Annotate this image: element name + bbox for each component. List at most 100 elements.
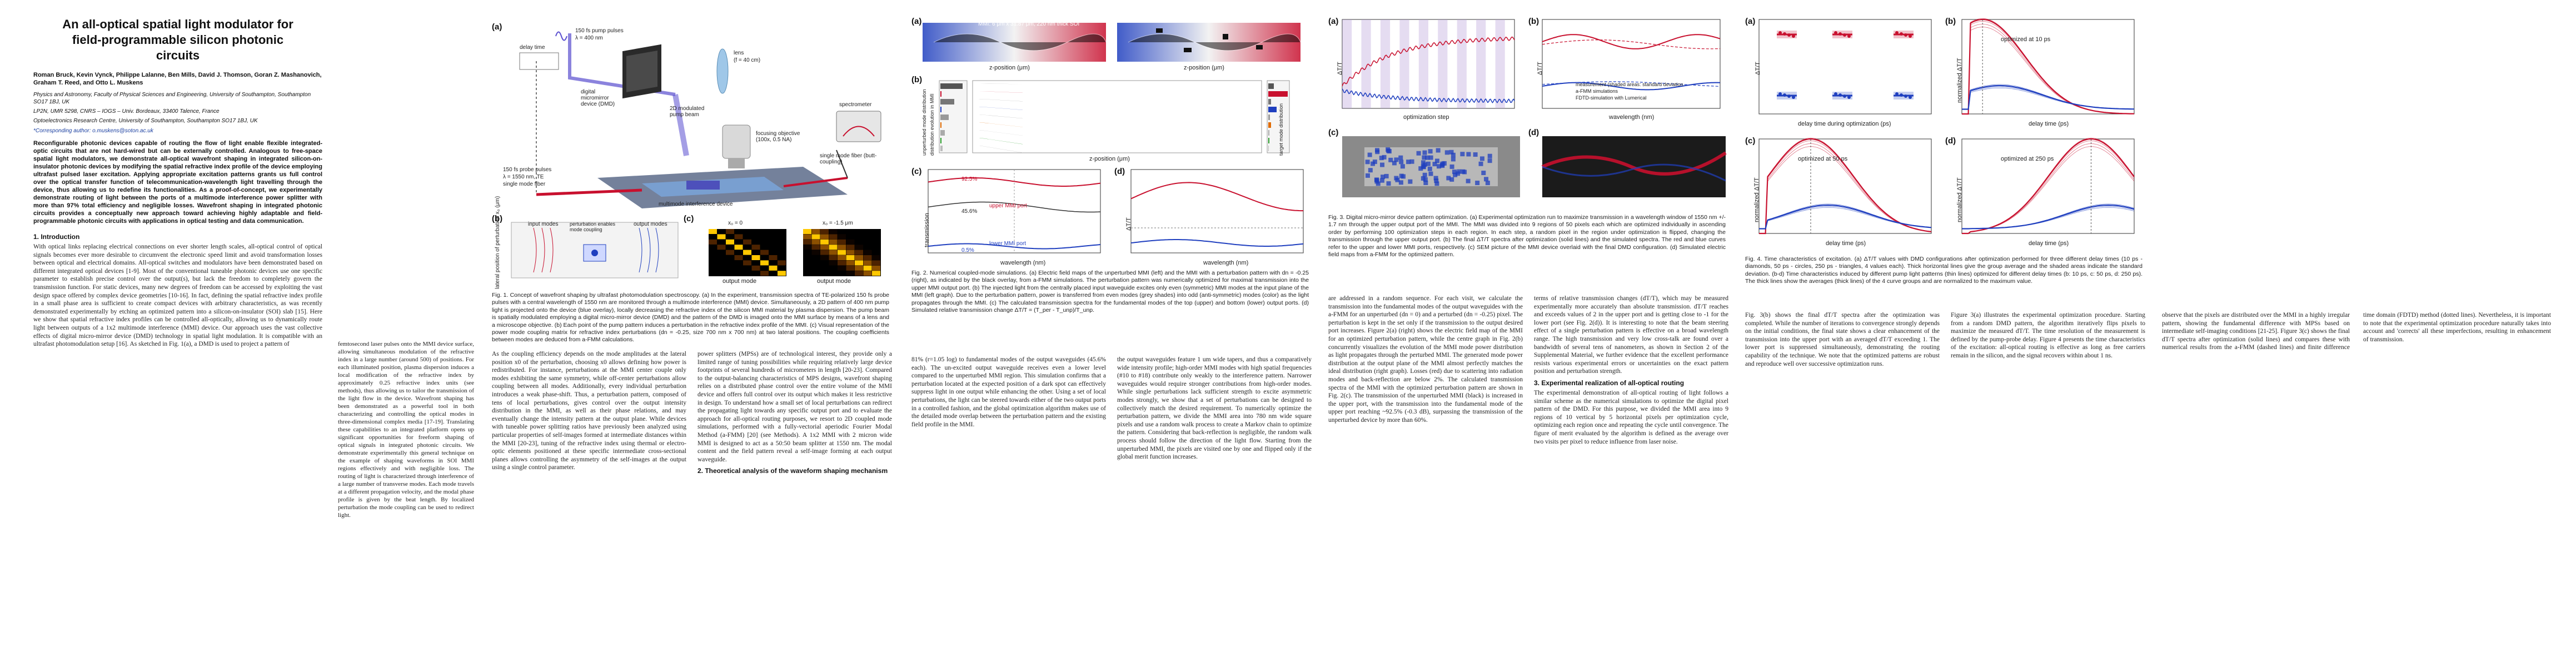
axes-frame xyxy=(1758,138,1932,234)
matrix-cell xyxy=(709,229,717,234)
fig4-panel-a: ΔT/T delay time during optimization (ps) xyxy=(1755,19,1937,131)
unperturbed-mode-bar xyxy=(940,107,941,112)
mmi-label: multimode interference device xyxy=(659,201,733,207)
fig4-d-title: optimized at 250 ps xyxy=(2001,156,2054,162)
matrix-cell xyxy=(820,255,829,260)
region-shading xyxy=(1418,19,1428,108)
dmd-pixel xyxy=(1484,177,1489,182)
matrix-cell xyxy=(846,260,855,266)
fig2-field-maps xyxy=(923,23,1301,62)
axes-frame xyxy=(1961,19,2135,115)
mode-evolution-line xyxy=(979,130,1262,136)
fig3-label-b: (b) xyxy=(1528,17,1539,26)
dmd-pixel xyxy=(1423,177,1428,182)
dmd-pixel xyxy=(1428,149,1433,154)
dmd-pixel xyxy=(1433,176,1438,181)
dmd-pixel xyxy=(1422,155,1427,160)
dmd-pixel xyxy=(1386,147,1391,152)
dmd-pixel xyxy=(1466,178,1471,183)
body-text-col8b: The experimental demonstration of all-op… xyxy=(1534,389,1728,445)
fig3-caption: Fig. 3. Digital micro-mirror device patt… xyxy=(1328,214,1726,258)
probe-wavelength: λ = 1550 nm, TE xyxy=(503,174,544,180)
fig3-a-xlabel: optimization step xyxy=(1403,114,1449,121)
upper-point xyxy=(1834,31,1837,34)
matrix-cell xyxy=(838,239,846,245)
matrix-cell xyxy=(838,245,846,250)
fig2-d-xlabel: wavelength (nm) xyxy=(1203,260,1249,266)
unperturbed-mode-bar xyxy=(940,146,943,151)
column-1: An all-optical spatial light modulator f… xyxy=(33,0,322,667)
fig3-panel-c xyxy=(1342,131,1520,206)
dmd-pixel xyxy=(1421,176,1426,181)
figure-4: (a) ΔT/T delay time during optimization … xyxy=(1745,17,2145,285)
lower-average-curve xyxy=(1759,204,1932,230)
matrix-cell xyxy=(769,255,778,260)
column-10: Figure 3(a) illustrates the experimental… xyxy=(1951,0,2145,667)
probe-fiber: single mode fiber xyxy=(503,181,546,187)
matrix-cell xyxy=(829,250,838,255)
dmd-pixel xyxy=(1400,164,1405,169)
matrix-cell xyxy=(803,245,811,250)
matrix-cell xyxy=(863,260,872,266)
matrix-cell xyxy=(760,271,769,276)
lower-point xyxy=(1792,96,1795,99)
fig3-panel-d xyxy=(1541,131,1727,206)
fig4-c-plot xyxy=(1758,137,1932,235)
dmd-pixel xyxy=(1365,160,1370,165)
matrix-cell xyxy=(855,265,863,271)
fig4-label-a: (a) xyxy=(1745,17,1756,26)
fig3-label-d: (d) xyxy=(1528,128,1539,137)
upper-point xyxy=(1900,32,1903,36)
region-shading xyxy=(1342,19,1352,108)
matrix-cell xyxy=(872,255,880,260)
upper-average-curve xyxy=(1962,138,2135,235)
matrix-cell xyxy=(726,250,734,255)
c-val-1: 92.5% xyxy=(961,176,978,182)
matrix-cell xyxy=(820,234,829,240)
unperturbed-mode-bar xyxy=(940,138,941,143)
matrix-cell xyxy=(829,229,838,234)
unperturbed-mode-bar xyxy=(940,122,941,128)
input-modes-label: input modes xyxy=(528,221,559,227)
fig3-legend-1: measurement (shaded areas: standard devi… xyxy=(1576,82,1683,87)
upper-thin-curve xyxy=(1759,146,1932,234)
figure-2: (a) MMI: 6 μm x 31.87 μm, 220 nm thick S… xyxy=(911,17,1312,334)
fig1-label-c: (c) xyxy=(684,214,694,223)
matrix-cell xyxy=(855,255,863,260)
matrix-cell xyxy=(829,239,838,245)
fig4-c-xlabel: delay time (ps) xyxy=(1826,240,1866,247)
matrix-cell xyxy=(803,234,811,240)
matrix-cell xyxy=(751,265,760,271)
fig4-panel-b: normalized ΔT/T optimized at 10 ps delay… xyxy=(1956,18,2140,131)
dmd-pixel xyxy=(1398,180,1403,185)
dmd-pixel xyxy=(1418,166,1423,171)
lower-point xyxy=(1787,94,1791,98)
matrix-cell xyxy=(820,245,829,250)
single-mode-label: single mode fiber (butt-coupling) xyxy=(820,153,877,165)
dmd-pixel xyxy=(1478,161,1483,166)
matrix-cell xyxy=(717,245,726,250)
dmd-pixel xyxy=(1388,157,1393,162)
unperturbed-mode-bar xyxy=(940,83,963,89)
dmd-pixel xyxy=(1425,155,1430,160)
dmd-pixel xyxy=(1382,155,1387,160)
c-x0-label: x₀ = 0 xyxy=(728,220,743,226)
matrix-cell xyxy=(846,245,855,250)
dmd-pixel xyxy=(1380,162,1385,167)
matrix-cell xyxy=(846,265,855,271)
column-8: terms of relative transmission changes (… xyxy=(1534,0,1728,667)
fig3-sem-image xyxy=(1342,136,1520,197)
matrix-cell xyxy=(863,255,872,260)
fmm-lower xyxy=(1542,81,1721,87)
fig1-setup-drawing xyxy=(519,31,881,208)
section-heading-intro: 1. Introduction xyxy=(33,233,80,241)
dmd-pixel xyxy=(1375,150,1380,155)
dmd-pixel xyxy=(1453,172,1458,177)
target-mode-bar xyxy=(1268,146,1269,151)
corresponding-author: *Corresponding author: o.muskens@soton.a… xyxy=(33,128,153,134)
lower-average-curve xyxy=(1962,84,2134,110)
fig2-c-xlabel: wavelength (nm) xyxy=(1000,260,1046,266)
dmd-pixel xyxy=(1457,169,1462,174)
dmd-pixel xyxy=(1434,178,1439,183)
target-mode-bar xyxy=(1268,115,1270,120)
